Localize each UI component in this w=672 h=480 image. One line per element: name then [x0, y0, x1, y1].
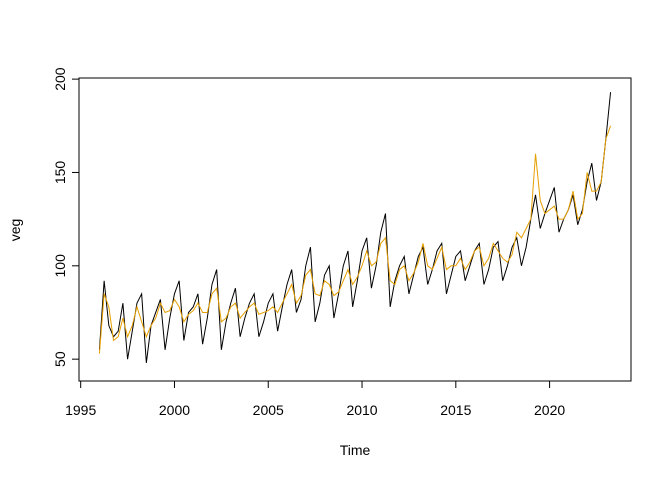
x-axis-label: Time	[340, 442, 371, 458]
y-tick-label: 50	[52, 351, 68, 367]
y-tick-label: 200	[52, 67, 68, 91]
y-axis-label: veg	[7, 219, 23, 242]
x-tick-label: 1995	[65, 402, 96, 418]
series-line	[98, 92, 612, 363]
y-tick-label: 150	[52, 161, 68, 185]
x-tick-label: 2005	[253, 402, 284, 418]
plot-box	[78, 77, 632, 382]
y-tick-label: 100	[52, 254, 68, 278]
series-line	[98, 125, 612, 354]
x-tick-label: 2010	[346, 402, 377, 418]
x-tick-label: 2015	[440, 402, 471, 418]
x-tick-label: 2000	[159, 402, 190, 418]
x-tick-label: 2020	[534, 402, 565, 418]
